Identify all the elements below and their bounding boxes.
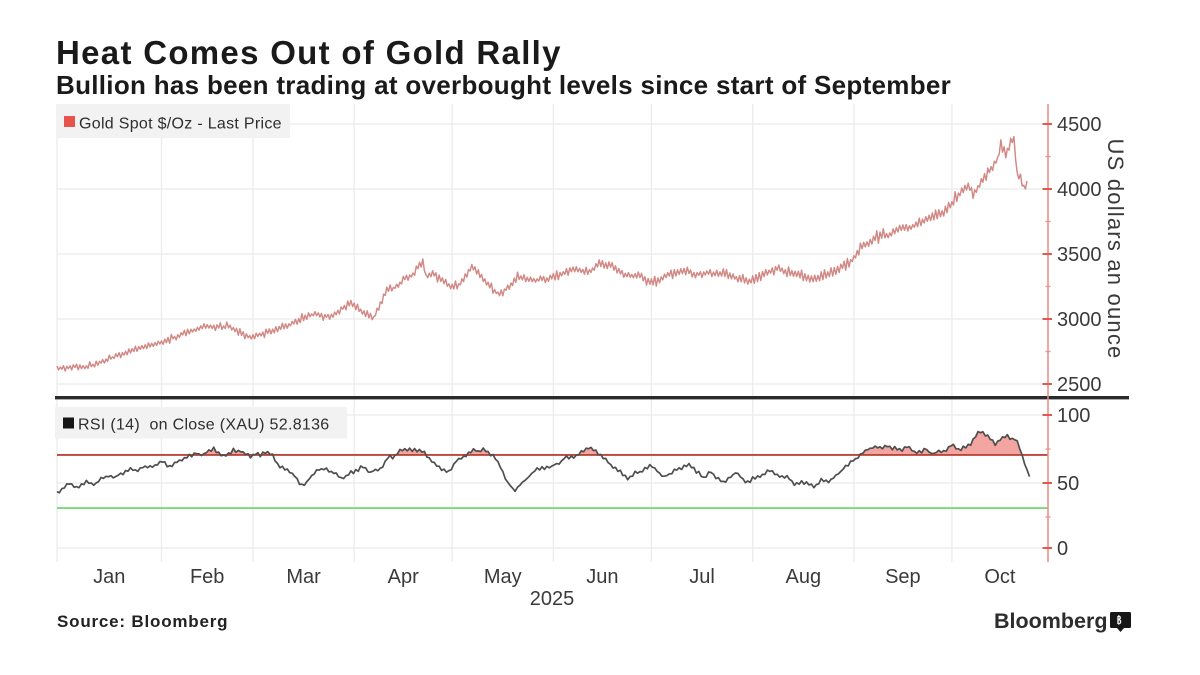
svg-text:Mar: Mar xyxy=(286,566,321,588)
svg-text:3500: 3500 xyxy=(1057,244,1102,266)
svg-text:4000: 4000 xyxy=(1057,179,1102,201)
svg-text:Gold Spot $/Oz - Last Price: Gold Spot $/Oz - Last Price xyxy=(79,116,282,133)
svg-text:Apr: Apr xyxy=(388,566,419,588)
svg-text:Aug: Aug xyxy=(786,566,822,588)
svg-text:Feb: Feb xyxy=(190,566,224,588)
svg-text:2500: 2500 xyxy=(1057,374,1102,396)
svg-text:50: 50 xyxy=(1057,473,1079,495)
svg-text:Jul: Jul xyxy=(689,566,715,588)
svg-text:RSI (14) on Close (XAU) 52.81: RSI (14) on Close (XAU) 52.8136 xyxy=(78,417,330,434)
svg-text:0: 0 xyxy=(1057,538,1068,560)
svg-text:May: May xyxy=(484,566,522,588)
svg-text:3000: 3000 xyxy=(1057,309,1102,331)
svg-text:Jun: Jun xyxy=(586,566,618,588)
svg-text:Oct: Oct xyxy=(984,566,1016,588)
svg-text:100: 100 xyxy=(1057,405,1090,427)
svg-text:US dollars an ounce: US dollars an ounce xyxy=(1103,139,1128,360)
svg-text:Jan: Jan xyxy=(93,566,125,588)
svg-text:4500: 4500 xyxy=(1057,114,1102,136)
svg-text:Sep: Sep xyxy=(885,566,921,588)
svg-text:2025: 2025 xyxy=(530,588,575,610)
